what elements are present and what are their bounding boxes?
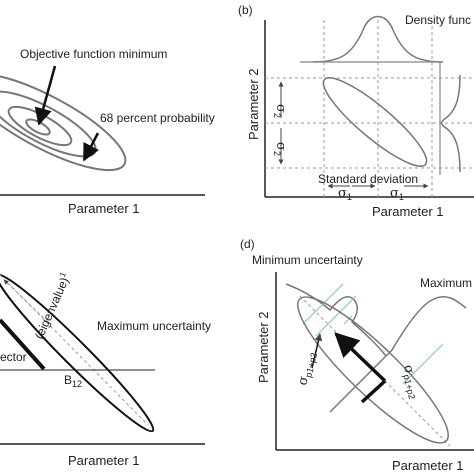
xlabel-b: Parameter 1: [372, 204, 444, 219]
xlabel-d: Parameter 1: [392, 458, 464, 473]
min-vector-d: [360, 379, 387, 404]
xlabel-c: Parameter 1: [68, 453, 140, 468]
vector-label: ector: [0, 350, 27, 364]
eigen-arrow: [3, 279, 49, 323]
major-axis-c: [0, 274, 149, 426]
max-vector-d: [334, 332, 387, 383]
density-curve-right: [440, 74, 461, 173]
density-frame: [300, 61, 441, 175]
panel-c: (eigenvalue)1 Maximum uncertainty ector …: [0, 270, 211, 468]
ylabel-b: Parameter 2: [246, 68, 261, 140]
sigma-2-upper: σ2: [272, 104, 288, 118]
panel-tag-d: (d): [240, 237, 255, 251]
green-guides: [302, 283, 444, 385]
contour-inner: [25, 118, 51, 136]
annotation-minimum: Objective function minimum: [20, 47, 167, 61]
ellipse-b: [322, 77, 428, 167]
panel-b: (b) Parameter 2 σ2 σ2 Density func Stand…: [238, 3, 474, 219]
sigma-2-lower: σ2: [272, 142, 288, 156]
minimum-axis-d: [299, 295, 451, 447]
std-dev-label: Standard deviation: [318, 172, 418, 186]
ellipse-d: [297, 296, 449, 444]
ylabel-d: Parameter 2: [256, 311, 271, 383]
guide-lines-b: [265, 20, 474, 197]
max-uncertainty-c: Maximum uncertainty: [97, 319, 211, 333]
min-uncertainty-label: Minimum uncertainty: [252, 253, 363, 267]
arrow-to-probability: [82, 132, 100, 162]
density-label: Density func: [405, 13, 471, 27]
eigen-label: (eigenvalue)1: [31, 270, 74, 341]
sigma-p1p2-left: σp1+p2: [295, 350, 319, 387]
annotation-probability: 68 percent probability: [100, 111, 215, 125]
panel-d: (d) Parameter 2 Minimum uncertainty Maxi…: [240, 237, 474, 473]
eigenvector: [0, 318, 46, 371]
sigma-1-right: σ1: [390, 186, 404, 202]
xlabel-a: Parameter 1: [68, 201, 140, 216]
arrow-to-minimum: [34, 65, 57, 126]
sigma-p1p2-right: σp1+p2: [399, 363, 423, 400]
b12-label: B12: [64, 373, 82, 389]
density-along-minimum: [285, 283, 387, 357]
panel-tag-b: (b): [238, 3, 253, 17]
density-curve-top: [312, 15, 444, 63]
sigma-pointer-d: [311, 333, 323, 369]
sigma-1-left: σ1: [338, 186, 352, 202]
density-along-maximum: [329, 296, 467, 413]
panel-a: Objective function minimum 68 percent pr…: [0, 47, 215, 216]
max-uncertainty-label-d: Maximum: [420, 276, 472, 290]
ellipse-c: [0, 273, 155, 433]
contour-outer: [0, 72, 127, 172]
